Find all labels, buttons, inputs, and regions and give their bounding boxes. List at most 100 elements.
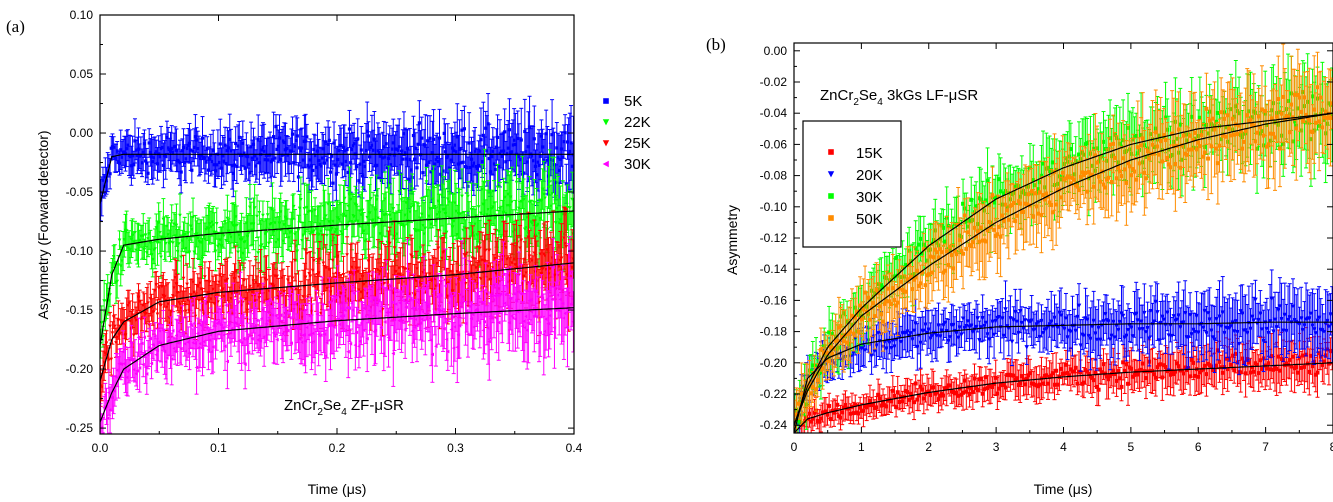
- a-point-22K: [171, 241, 175, 245]
- chart-panel-a: (a) 0.0 0.1 0.2 0.3 0.40.100.050.00-0.05-0.1…: [6, 8, 651, 497]
- a-point-25K: [321, 261, 326, 265]
- a-point-30K: [140, 341, 144, 346]
- a-point-25K: [245, 308, 250, 313]
- a-point-5K: [462, 127, 466, 131]
- a-point-22K: [236, 250, 240, 254]
- a-point-22K: [179, 255, 184, 260]
- a-point-25K: [519, 238, 524, 243]
- a-point-5K: [132, 163, 136, 167]
- a-point-22K: [460, 194, 464, 199]
- a-point-5K: [327, 138, 331, 142]
- a-point-5K: [414, 146, 418, 150]
- a-point-25K: [564, 245, 569, 249]
- a-plot-area: [100, 93, 574, 434]
- a-point-22K: [256, 251, 261, 255]
- a-point-30K: [149, 361, 154, 366]
- a-point-5K: [354, 165, 359, 169]
- a-point-25K: [159, 303, 163, 308]
- a-point-22K: [265, 213, 270, 217]
- a-point-25K: [184, 309, 188, 314]
- a-point-25K: [483, 248, 488, 253]
- a-point-25K: [218, 273, 223, 277]
- a-point-22K: [223, 219, 227, 224]
- a-point-5K: [428, 136, 432, 140]
- a-point-5K: [324, 140, 328, 144]
- a-point-22K: [345, 225, 349, 229]
- a-point-30K: [105, 416, 110, 421]
- a-point-5K: [507, 128, 512, 132]
- a-point-22K: [159, 255, 163, 259]
- a-point-22K: [200, 256, 205, 261]
- a-point-22K: [169, 219, 174, 224]
- a-point-22K: [302, 207, 307, 211]
- a-point-5K: [108, 172, 112, 176]
- a-point-22K: [291, 204, 296, 209]
- a-point-25K: [109, 357, 114, 362]
- a-point-25K: [341, 272, 346, 277]
- a-point-22K: [259, 243, 264, 247]
- a-point-5K: [345, 147, 349, 152]
- a-point-25K: [527, 254, 532, 258]
- a-point-5K: [415, 166, 419, 170]
- a-point-25K: [104, 341, 109, 345]
- a-point-5K: [204, 160, 208, 164]
- a-point-25K: [293, 258, 297, 263]
- a-point-25K: [308, 274, 313, 279]
- a-point-22K: [391, 206, 396, 211]
- a-point-25K: [312, 259, 316, 263]
- a-point-5K: [305, 135, 309, 139]
- a-point-25K: [203, 275, 207, 279]
- a-point-22K: [142, 247, 147, 252]
- a-point-25K: [154, 283, 159, 287]
- a-point-22K: [499, 235, 503, 240]
- a-point-22K: [468, 235, 473, 240]
- a-point-22K: [255, 214, 259, 219]
- a-point-22K: [299, 197, 303, 202]
- a-point-5K: [290, 132, 295, 136]
- a-point-5K: [347, 127, 352, 131]
- a-point-22K: [100, 321, 104, 325]
- a-point-22K: [495, 185, 500, 190]
- a-point-22K: [323, 214, 328, 218]
- a-point-22K: [264, 231, 269, 235]
- a-point-22K: [235, 223, 239, 228]
- a-point-5K: [359, 148, 363, 152]
- a-point-5K: [295, 134, 299, 138]
- a-point-25K: [130, 309, 135, 313]
- a-point-5K: [234, 141, 238, 146]
- a-point-5K: [296, 175, 301, 179]
- a-point-25K: [317, 257, 322, 261]
- a-point-5K: [356, 137, 360, 141]
- a-point-5K: [467, 141, 471, 145]
- a-point-5K: [401, 157, 405, 161]
- a-point-22K: [354, 203, 359, 208]
- a-point-25K: [155, 312, 160, 317]
- a-point-5K: [427, 161, 431, 165]
- a-point-25K: [108, 324, 112, 329]
- a-point-22K: [547, 180, 552, 184]
- a-point-22K: [308, 233, 313, 237]
- a-point-22K: [372, 225, 377, 229]
- a-point-5K: [479, 138, 483, 142]
- a-point-22K: [543, 196, 547, 201]
- a-point-22K: [444, 230, 449, 235]
- a-point-22K: [397, 190, 402, 194]
- a-point-5K: [417, 121, 421, 125]
- a-point-22K: [141, 234, 146, 238]
- a-point-22K: [342, 196, 347, 201]
- a-point-22K: [143, 233, 148, 237]
- a-point-22K: [376, 216, 380, 221]
- a-point-5K: [256, 137, 260, 141]
- a-point-25K: [112, 324, 117, 329]
- a-point-5K: [397, 145, 401, 149]
- a-point-5K: [532, 137, 536, 141]
- a-point-22K: [296, 228, 301, 232]
- a-point-25K: [146, 301, 150, 305]
- a-point-22K: [153, 247, 157, 251]
- a-point-5K: [330, 154, 334, 158]
- a-point-22K: [514, 180, 519, 185]
- a-point-22K: [213, 249, 218, 254]
- a-point-22K: [303, 230, 308, 235]
- a-point-5K: [423, 143, 427, 147]
